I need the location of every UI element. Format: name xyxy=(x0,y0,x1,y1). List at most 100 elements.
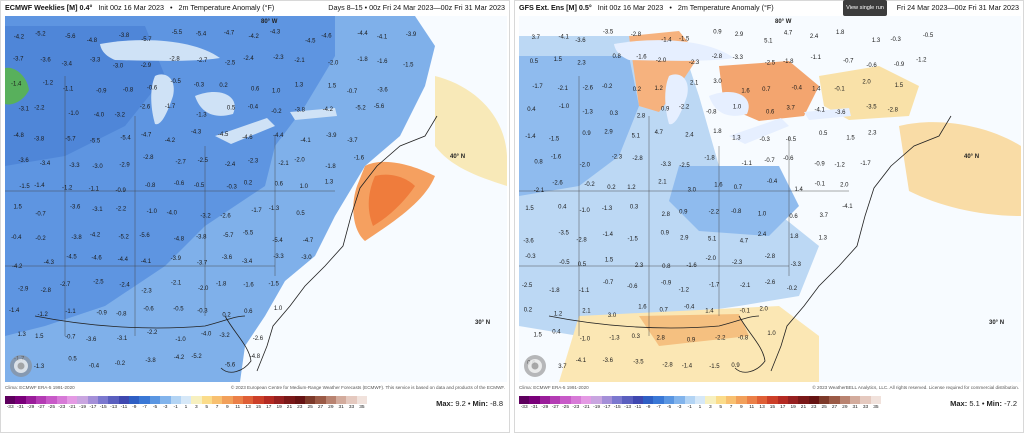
colorbar-tick: 33 xyxy=(348,405,355,410)
colorbar-swatch xyxy=(519,396,530,404)
anomaly-value: 1.5 xyxy=(534,333,543,339)
view-single-run-tooltip[interactable]: View single run xyxy=(843,0,887,16)
colorbar-swatch xyxy=(232,396,243,404)
anomaly-value: -0.3 xyxy=(525,254,536,260)
colorbar-swatch xyxy=(705,396,716,404)
anomaly-value: -1.3 xyxy=(602,206,613,212)
colorbar-swatch xyxy=(818,396,830,404)
anomaly-value: 1.3 xyxy=(325,179,334,185)
colorbar-swatch xyxy=(87,396,99,404)
right-max-min: Max: 5.1 • Min: -7.2 xyxy=(950,399,1017,408)
colorbar-swatch xyxy=(674,396,685,404)
anomaly-value: -1.4 xyxy=(682,364,693,370)
anomaly-value: -2.7 xyxy=(176,160,187,166)
anomaly-value: -2.6 xyxy=(765,280,776,286)
right-clima-note: Clima: ECMWF ERA-5 1991-2020 xyxy=(519,385,589,390)
anomaly-value: 0.5 xyxy=(530,59,539,65)
colorbar-swatch xyxy=(160,396,171,404)
anomaly-value: -4.7 xyxy=(141,133,152,139)
anomaly-value: 1.8 xyxy=(713,129,722,135)
anomaly-value: -2.3 xyxy=(689,60,700,66)
right-anomaly-map[interactable]: 40° N 30° N 80° W 3.7 -4.1 -3.6 -3.5 -2.8 -1.… xyxy=(519,16,1021,382)
anomaly-value: -2.2 xyxy=(147,330,158,336)
anomaly-value: -2.1 xyxy=(740,283,751,289)
left-variable-label: 2m Temperature Anomaly (°F) xyxy=(178,3,275,12)
anomaly-value: -0.8 xyxy=(116,311,127,317)
colorbar-tick: -33 xyxy=(520,405,528,410)
colorbar-swatch xyxy=(284,396,295,404)
anomaly-value: 1.4 xyxy=(812,86,821,92)
anomaly-value: 3.0 xyxy=(608,313,617,319)
anomaly-value: -4.2 xyxy=(12,264,23,270)
anomaly-value: 0.4 xyxy=(558,204,567,210)
colorbar-swatch xyxy=(581,396,592,404)
anomaly-value: -0.5 xyxy=(194,183,205,189)
colorbar-tick: -31 xyxy=(531,405,538,410)
anomaly-value: -1.6 xyxy=(354,156,365,162)
lon-80-label: 80° W xyxy=(261,19,278,25)
colorbar-swatch xyxy=(694,396,706,404)
anomaly-value: -3.5 xyxy=(866,105,877,111)
anomaly-value: -2.1 xyxy=(278,161,289,167)
anomaly-value: -4.8 xyxy=(87,38,98,44)
anomaly-value: -0.5 xyxy=(786,137,797,143)
anomaly-value: -3.3 xyxy=(661,162,672,168)
colorbar-tick: -13 xyxy=(110,405,118,410)
anomaly-value: 1.5 xyxy=(605,258,614,264)
anomaly-value: -1.2 xyxy=(38,312,49,318)
anomaly-value: 1.0 xyxy=(272,89,281,95)
anomaly-value: -5.5 xyxy=(90,138,101,144)
anomaly-value: -3.8 xyxy=(145,358,156,364)
anomaly-value: -5.7 xyxy=(223,233,234,239)
anomaly-value: 2.4 xyxy=(758,232,767,238)
anomaly-value: -1.5 xyxy=(549,136,560,142)
anomaly-value: -3.6 xyxy=(18,158,29,164)
anomaly-value: -4.8 xyxy=(250,354,261,360)
anomaly-value: 2.0 xyxy=(862,80,871,86)
anomaly-value: -3.0 xyxy=(301,255,312,261)
anomaly-value: -2.5 xyxy=(765,60,776,66)
colorbar-tick: 13 xyxy=(245,405,251,410)
anomaly-value: -2.8 xyxy=(888,108,899,114)
right-init-time: Init 00z 16 Mar 2023 xyxy=(597,3,664,12)
colorbar-tick: -23 xyxy=(572,405,580,410)
anomaly-value: 1.6 xyxy=(638,304,647,310)
anomaly-value: -1.4 xyxy=(11,81,22,87)
anomaly-value: -2.2 xyxy=(116,206,127,212)
left-anomaly-map[interactable]: 40° N 30° N 80° W -4.2 -5.2 -5.6 -4.8 -3.8 -5… xyxy=(5,16,507,382)
anomaly-value: -4.1 xyxy=(141,259,152,265)
colorbar-swatch xyxy=(46,396,57,404)
anomaly-value: 2.8 xyxy=(657,336,666,342)
colorbar-tick: 15 xyxy=(769,405,776,410)
colorbar-swatch xyxy=(787,396,799,404)
anomaly-value: 2.3 xyxy=(635,263,644,269)
anomaly-value: -0.9 xyxy=(116,188,127,194)
anomaly-value: -2.5 xyxy=(679,163,690,169)
colorbar-swatch xyxy=(263,396,274,404)
colorbar-tick: 9 xyxy=(740,405,743,410)
anomaly-value: -1.8 xyxy=(325,164,336,170)
colorbar-tick: 29 xyxy=(328,405,334,410)
anomaly-value: 1.3 xyxy=(872,38,881,44)
anomaly-value: -0.7 xyxy=(347,89,358,95)
anomaly-value: -0.7 xyxy=(35,211,46,217)
lon-80-label: 80° W xyxy=(775,19,792,25)
colorbar-swatch xyxy=(777,396,788,404)
anomaly-value: -1.1 xyxy=(65,309,76,315)
anomaly-value: -1.8 xyxy=(704,156,715,162)
anomaly-value: -0.9 xyxy=(894,62,905,68)
anomaly-value: 1.4 xyxy=(705,308,714,314)
anomaly-value: -4.5 xyxy=(305,39,316,45)
anomaly-value: 3.7 xyxy=(820,213,829,219)
anomaly-value: -5.5 xyxy=(243,230,254,236)
anomaly-value: -5.6 xyxy=(225,363,236,369)
anomaly-value: 0.5 xyxy=(296,211,305,217)
anomaly-value: 1.2 xyxy=(627,185,636,191)
anomaly-value: 1.3 xyxy=(732,135,741,141)
anomaly-value: -0.3 xyxy=(891,37,902,43)
anomaly-value: -3.9 xyxy=(171,256,182,262)
colorbar-swatch xyxy=(725,396,737,404)
anomaly-value: -1.4 xyxy=(9,308,20,314)
anomaly-value: 0.2 xyxy=(524,308,533,314)
anomaly-value: -1.3 xyxy=(583,109,594,115)
